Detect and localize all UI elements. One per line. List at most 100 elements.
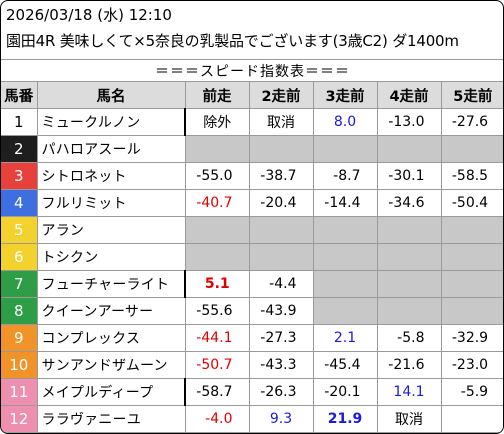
speed-index-cell	[376, 270, 442, 298]
speed-index-cell	[440, 405, 503, 433]
speed-index-cell	[440, 135, 503, 163]
speed-index-cell: -58.5	[440, 162, 503, 190]
horse-name: フルリミット	[36, 189, 186, 217]
speed-index-cell	[312, 135, 378, 163]
speed-index-cell: -50.7	[184, 351, 250, 379]
speed-index-cell: -13.0	[376, 108, 442, 136]
col-header-prev1: 前走	[184, 81, 250, 109]
speed-index-cell: -5.9	[440, 378, 503, 406]
speed-index-cell: -58.7	[184, 378, 250, 406]
speed-index-cell: -26.3	[248, 378, 314, 406]
speed-index-cell: 8.0	[312, 108, 378, 136]
horse-number: 4	[1, 189, 38, 217]
speed-index-cell: -55.0	[184, 162, 250, 190]
horse-name: アラン	[36, 216, 186, 244]
speed-index-cell	[312, 216, 378, 244]
speed-index-cell: 5.1	[184, 270, 250, 298]
speed-index-cell	[440, 243, 503, 271]
table-row: 7 フューチャーライト 5.1 -4.4	[1, 270, 503, 298]
speed-index-cell: -5.8	[376, 324, 442, 352]
table-row: 2 パハロアスール	[1, 135, 503, 163]
speed-index-cell	[440, 270, 503, 298]
speed-index-cell	[184, 135, 250, 163]
speed-index-cell: -8.7	[312, 162, 378, 190]
horse-number: 12	[1, 405, 38, 433]
table-row: 3 シトロネット -55.0 -38.7 -8.7 -30.1 -58.5	[1, 162, 503, 190]
speed-index-cell: -32.9	[440, 324, 503, 352]
table-row: 4 フルリミット -40.7 -20.4 -14.4 -34.6 -50.4	[1, 189, 503, 217]
speed-index-cell: -20.4	[248, 189, 314, 217]
horse-name: シトロネット	[36, 162, 186, 190]
horse-name: フューチャーライト	[36, 270, 186, 298]
col-header-prev4: 4走前	[376, 81, 442, 109]
table-row: 6 トシクン	[1, 243, 503, 271]
horse-number: 5	[1, 216, 38, 244]
table-row: 8 クイーンアーサー -55.6 -43.9	[1, 297, 503, 325]
speed-index-cell: 取消	[376, 405, 442, 433]
horse-number: 9	[1, 324, 38, 352]
speed-index-cell: 9.3	[248, 405, 314, 433]
speed-index-cell: -45.4	[312, 351, 378, 379]
horse-number: 11	[1, 378, 38, 406]
speed-index-cell	[248, 243, 314, 271]
speed-index-cell: 21.9	[312, 405, 378, 433]
table-title: ＝＝＝スピード指数表＝＝＝	[1, 59, 503, 82]
horse-name: サンアンドザムーン	[36, 351, 186, 379]
speed-index-cell	[312, 297, 378, 325]
col-header-prev5: 5走前	[440, 81, 503, 109]
speed-index-cell: -30.1	[376, 162, 442, 190]
horse-number: 10	[1, 351, 38, 379]
column-header-row: 馬番 馬名 前走 2走前 3走前 4走前 5走前	[1, 81, 503, 109]
speed-index-cell: -44.1	[184, 324, 250, 352]
horse-number: 3	[1, 162, 38, 190]
speed-index-cell: -23.0	[440, 351, 503, 379]
speed-index-cell: -20.1	[312, 378, 378, 406]
table-row: 10 サンアンドザムーン -50.7 -43.3 -45.4 -21.6 -23.0	[1, 351, 503, 379]
speed-index-cell	[440, 216, 503, 244]
table-row: 9 コンプレックス -44.1 -27.3 2.1 -5.8 -32.9	[1, 324, 503, 352]
col-header-prev3: 3走前	[312, 81, 378, 109]
table-row: 1 ミュークルノン 除外 取消 8.0 -13.0 -27.6	[1, 108, 503, 136]
horse-name: コンプレックス	[36, 324, 186, 352]
speed-index-cell: -55.6	[184, 297, 250, 325]
horse-name: ミュークルノン	[36, 108, 186, 136]
speed-index-cell	[376, 243, 442, 271]
col-header-umaban: 馬番	[1, 81, 38, 109]
horse-number: 2	[1, 135, 38, 163]
speed-index-cell	[376, 135, 442, 163]
speed-index-cell	[184, 243, 250, 271]
speed-index-cell: 除外	[184, 108, 250, 136]
table-title-row: ＝＝＝スピード指数表＝＝＝	[1, 59, 503, 82]
speed-index-cell	[376, 216, 442, 244]
col-header-name: 馬名	[36, 81, 186, 109]
speed-index-cell: -14.4	[312, 189, 378, 217]
speed-index-cell: -40.7	[184, 189, 250, 217]
speed-index-cell: -4.4	[248, 270, 314, 298]
speed-index-cell	[376, 297, 442, 325]
speed-index-cell: -43.3	[248, 351, 314, 379]
speed-index-table: ＝＝＝スピード指数表＝＝＝ 馬番 馬名 前走 2走前 3走前 4走前 5走前 1 ミュークルノ…	[1, 59, 503, 433]
speed-index-cell: -4.0	[184, 405, 250, 433]
speed-index-cell: -27.6	[440, 108, 503, 136]
speed-index-cell: 14.1	[376, 378, 442, 406]
horse-name: メイプルディープ	[36, 378, 186, 406]
speed-index-cell	[312, 243, 378, 271]
speed-index-cell	[440, 297, 503, 325]
col-header-prev2: 2走前	[248, 81, 314, 109]
horse-number: 8	[1, 297, 38, 325]
speed-index-cell	[248, 135, 314, 163]
horse-name: トシクン	[36, 243, 186, 271]
race-datetime: 2026/03/18 (水) 12:10	[6, 6, 172, 24]
table-row: 12 ララヴァニーユ -4.0 9.3 21.9 取消	[1, 405, 503, 433]
horse-name: クイーンアーサー	[36, 297, 186, 325]
horse-name: パハロアスール	[36, 135, 186, 163]
speed-index-cell	[248, 216, 314, 244]
speed-index-cell: -27.3	[248, 324, 314, 352]
speed-index-cell	[184, 216, 250, 244]
speed-index-cell: 2.1	[312, 324, 378, 352]
horse-number: 7	[1, 270, 38, 298]
speed-index-cell: -43.9	[248, 297, 314, 325]
horse-name: ララヴァニーユ	[36, 405, 186, 433]
speed-index-cell: -50.4	[440, 189, 503, 217]
